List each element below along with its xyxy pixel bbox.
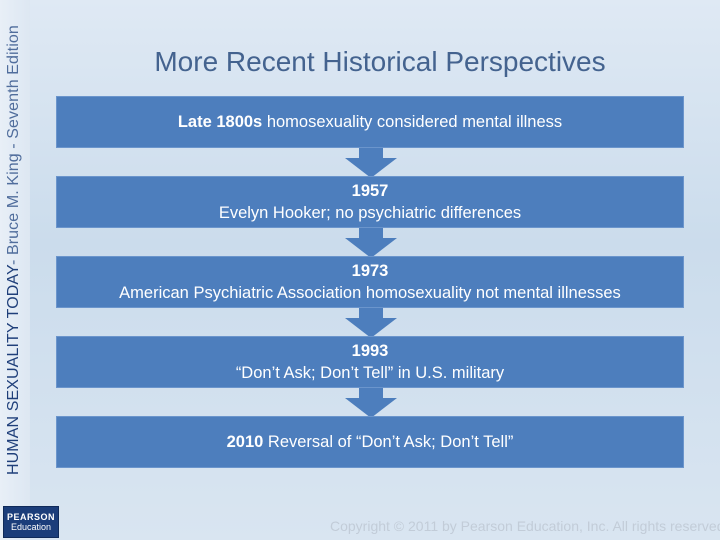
down-arrow-icon <box>345 388 397 418</box>
author-edition: - Bruce M. King - Seventh Edition <box>5 24 22 265</box>
down-arrow-icon <box>345 148 397 178</box>
timeline-box-5: 2010 Reversal of “Don’t Ask; Don’t Tell” <box>56 416 684 468</box>
timeline-year: Late 1800s <box>177 113 263 131</box>
slide-title: More Recent Historical Perspectives <box>154 46 606 77</box>
timeline-year: 1973 <box>351 262 389 280</box>
timeline-text: Reversal of “Don’t Ask; Don’t Tell” <box>263 433 514 451</box>
down-arrow-icon <box>345 308 397 338</box>
timeline-box-3: 1973 American Psychiatric Association ho… <box>56 256 684 308</box>
timeline-box-4: 1993 “Don’t Ask; Don’t Tell” in U.S. mil… <box>56 336 684 388</box>
timeline-text: Evelyn Hooker; no psychiatric difference… <box>218 204 522 222</box>
logo-line-1: PEARSON <box>6 512 55 522</box>
down-arrow-icon <box>345 228 397 258</box>
timeline-text: American Psychiatric Association homosex… <box>119 284 621 302</box>
timeline-box-1: Late 1800s homosexuality considered ment… <box>56 96 684 148</box>
timeline-text: “Don’t Ask; Don’t Tell” in U.S. military <box>235 364 505 382</box>
copyright-notice: Copyright © 2011 by Pearson Education, I… <box>330 518 720 534</box>
logo-line-2: Education <box>10 522 52 532</box>
left-sidebar-band <box>0 0 30 540</box>
timeline-year: 1993 <box>351 342 389 360</box>
timeline-year: 1957 <box>351 182 389 200</box>
book-title: HUMAN SEXUALITY TODAY <box>5 264 22 476</box>
timeline-box-2: 1957 Evelyn Hooker; no psychiatric diffe… <box>56 176 684 228</box>
book-title-vertical: HUMAN SEXUALITY TODAY - Bruce M. King - … <box>2 0 26 500</box>
timeline-year: 2010 <box>226 433 264 451</box>
timeline-text: homosexuality considered mental illness <box>262 113 563 131</box>
pearson-logo: PEARSON Education <box>3 506 59 538</box>
